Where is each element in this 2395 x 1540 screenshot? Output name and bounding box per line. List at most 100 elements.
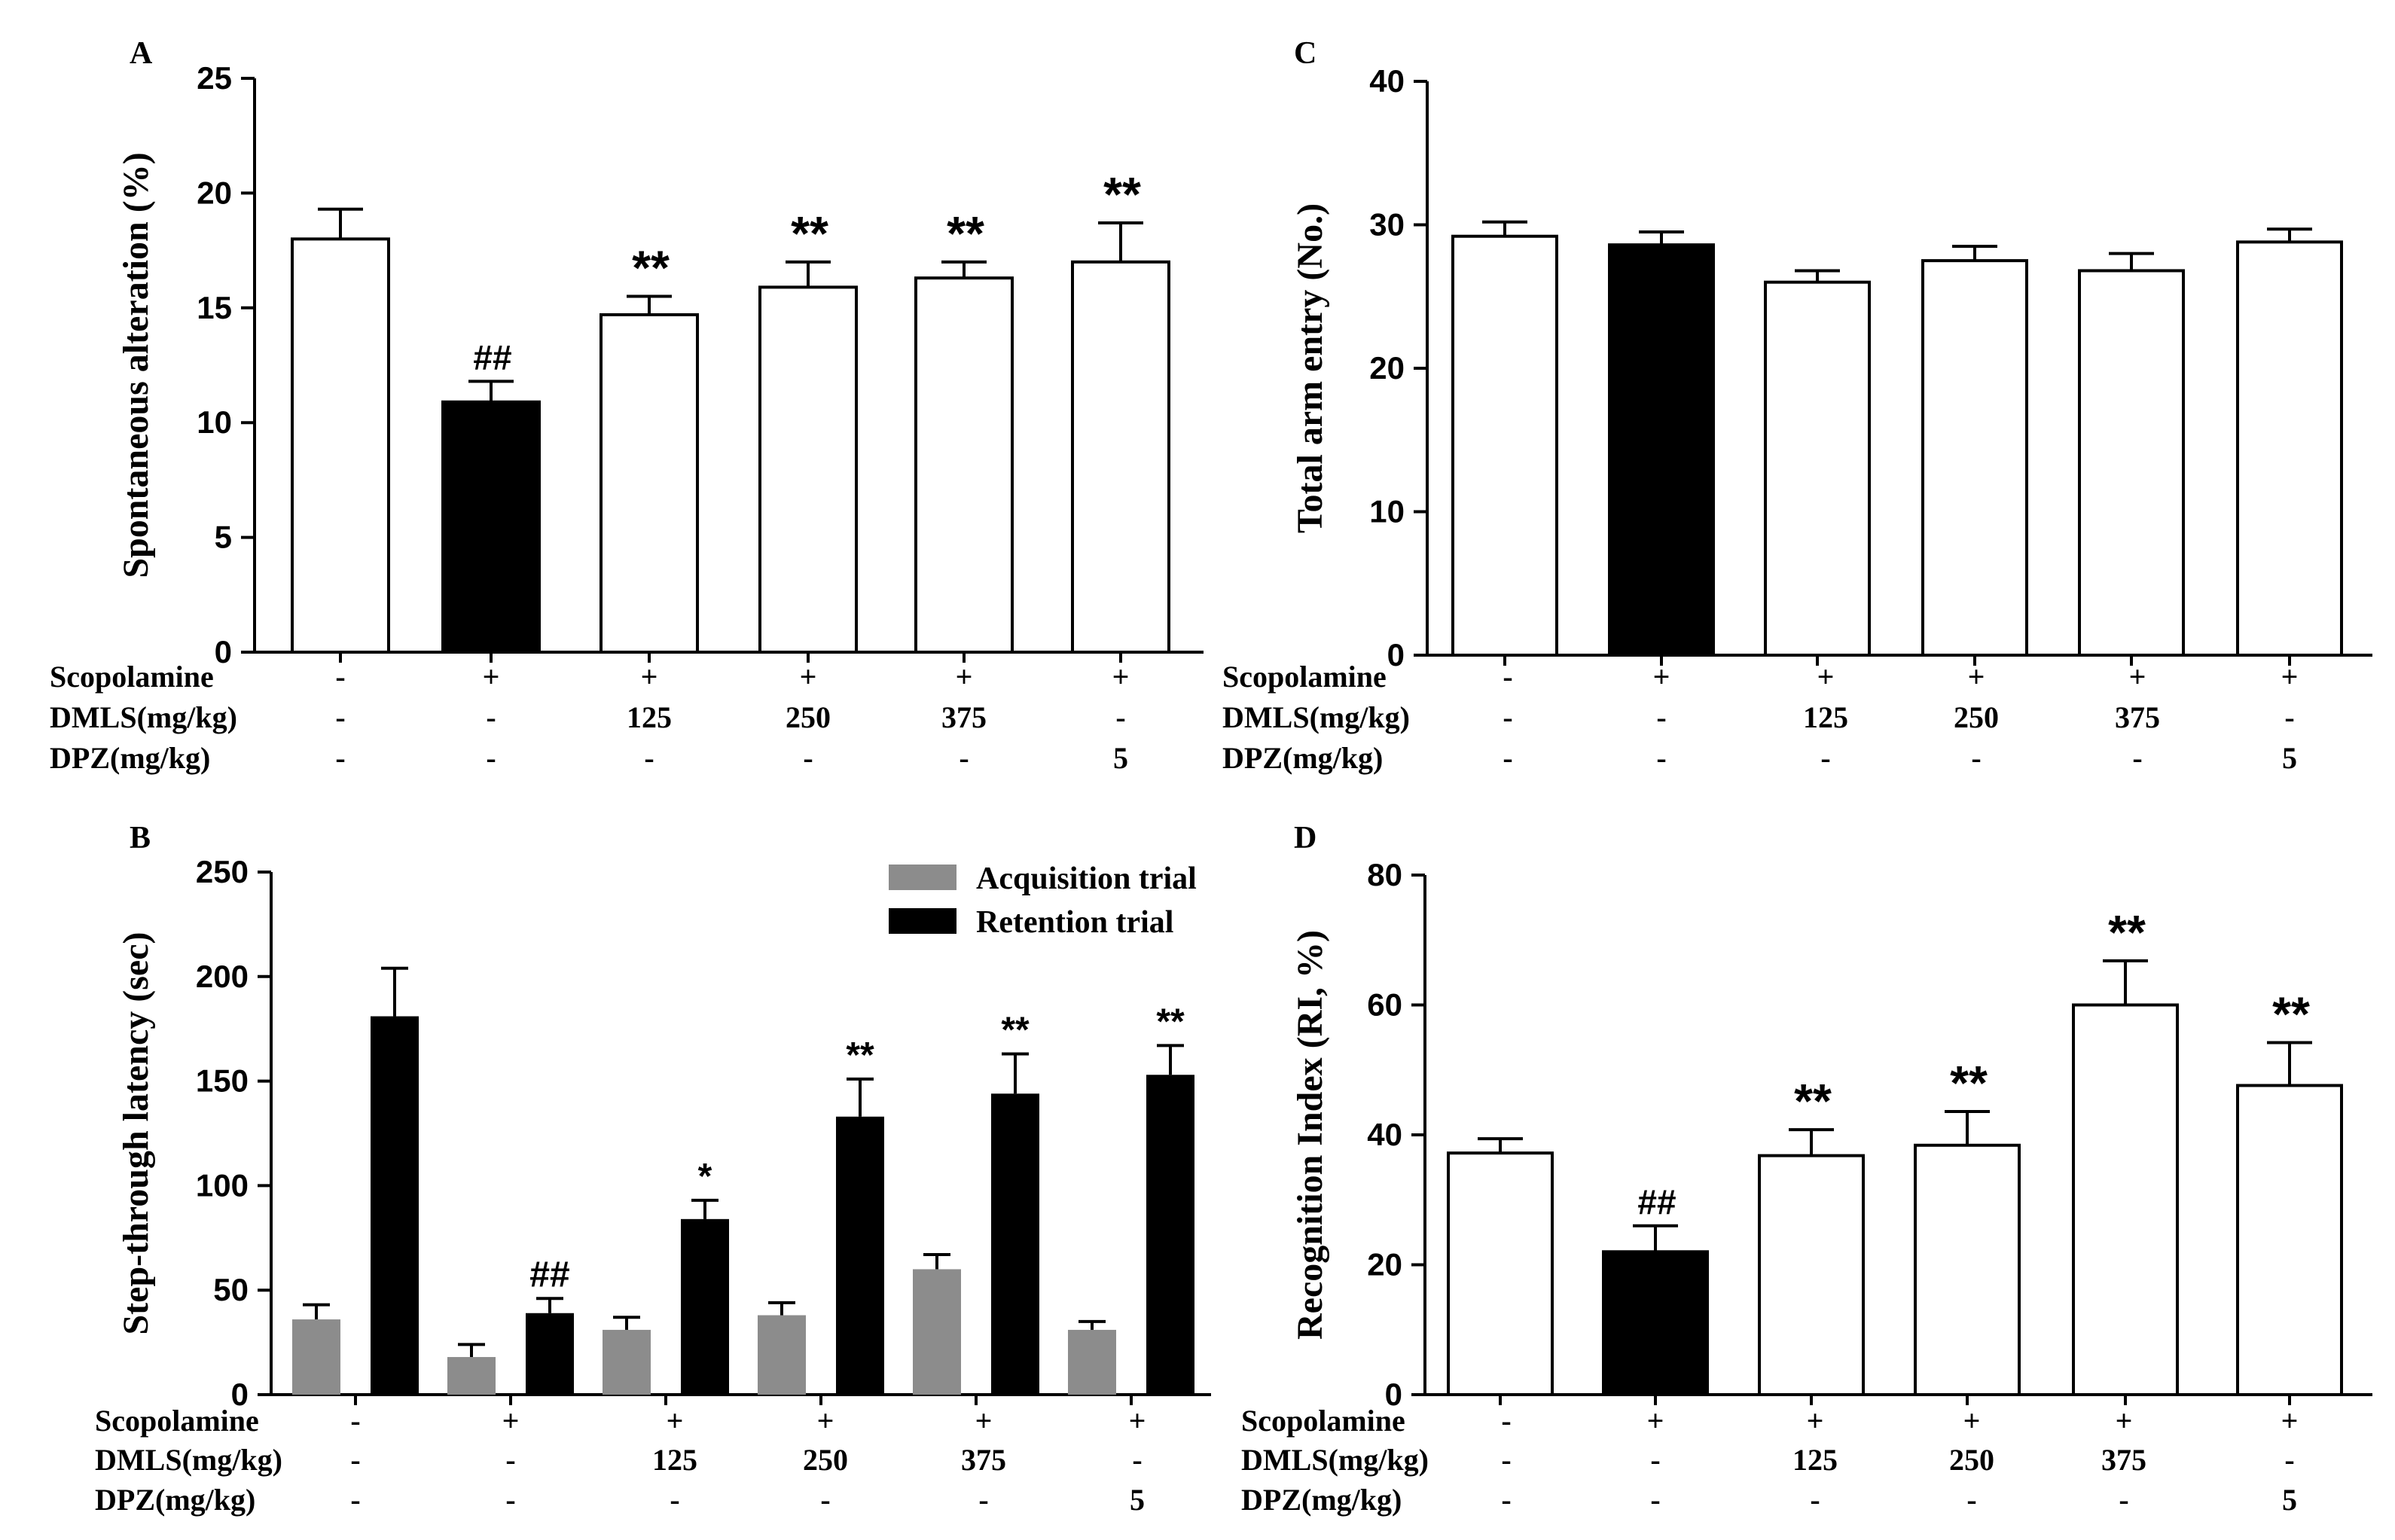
bar-retention: [991, 1093, 1039, 1395]
treatment-value: -: [505, 1443, 515, 1477]
significance-annotation: **: [2272, 987, 2310, 1041]
bar: [2078, 269, 2185, 657]
bar: [1914, 1143, 2021, 1397]
y-tick-label: 0: [231, 1377, 249, 1412]
y-tick-label: 10: [1369, 494, 1405, 529]
treatment-value: +: [483, 660, 500, 694]
treatment-value: -: [2284, 700, 2294, 734]
bar-acquisition: [913, 1269, 961, 1395]
bar: [1602, 1250, 1709, 1396]
treatment-value: 250: [1949, 1443, 1994, 1477]
treatment-value: -: [978, 1483, 988, 1517]
y-axis-title: Recognition Index (RI, %): [1290, 930, 1330, 1340]
treatment-row-label: DMLS(mg/kg): [50, 700, 237, 734]
treatment-value: +: [1653, 660, 1670, 694]
significance-annotation: **: [1950, 1056, 1988, 1110]
treatment-value: +: [956, 660, 973, 694]
treatment-value: +: [641, 660, 658, 694]
y-tick-label: 15: [197, 290, 232, 325]
treatment-value: -: [1650, 1483, 1660, 1517]
treatment-value: 375: [961, 1443, 1006, 1477]
y-tick-label: 20: [197, 175, 232, 210]
treatment-value: -: [350, 1443, 360, 1477]
treatment-value: -: [335, 741, 345, 775]
significance-annotation: **: [846, 1035, 874, 1075]
treatment-value: -: [670, 1483, 679, 1517]
panel-b: B Step-through latency (sec) 0 50 100 150 200 2…: [95, 821, 1211, 1517]
treatment-value: -: [1501, 1443, 1511, 1477]
treatment-row-label: Scopolamine: [1222, 660, 1387, 694]
treatment-value: +: [817, 1404, 834, 1438]
treatment-value: +: [2281, 1404, 2299, 1438]
y-tick-label: 40: [1367, 1117, 1402, 1152]
significance-annotation: **: [1103, 167, 1141, 221]
y-tick-label: 5: [215, 520, 232, 555]
treatment-value: -: [1971, 741, 1981, 775]
panel-letter: B: [130, 821, 151, 855]
treatment-row-label: DPZ(mg/kg): [95, 1483, 255, 1517]
bar-acquisition: [292, 1319, 340, 1395]
treatment-row-label: DMLS(mg/kg): [95, 1443, 282, 1477]
y-tick-label: 60: [1367, 987, 1402, 1023]
bar: [1447, 1151, 1554, 1397]
treatment-row-label: DPZ(mg/kg): [1222, 741, 1383, 775]
treatment-value: 375: [2115, 700, 2160, 734]
bar-retention: [681, 1218, 729, 1395]
bar-retention: [836, 1116, 884, 1395]
hash-annotation: ##: [529, 1255, 569, 1295]
treatment-value: -: [335, 660, 345, 694]
y-tick-label: 80: [1367, 857, 1402, 892]
treatment-value: -: [1132, 1443, 1142, 1477]
treatment-row-label: DMLS(mg/kg): [1241, 1443, 1429, 1477]
treatment-value: -: [959, 741, 969, 775]
y-tick-label: 40: [1369, 63, 1405, 99]
bar-acquisition: [447, 1357, 496, 1395]
treatment-value: 5: [2282, 1483, 2297, 1517]
treatment-value: -: [1656, 700, 1666, 734]
y-tick-label: 20: [1369, 350, 1405, 386]
treatment-value: -: [486, 700, 496, 734]
y-tick-label: 0: [215, 634, 232, 669]
treatment-value: +: [2129, 660, 2146, 694]
bar: [441, 400, 541, 654]
y-axis-title: Total arm entry (No.): [1290, 203, 1330, 533]
significance-annotation: **: [1001, 1011, 1030, 1051]
treatment-value: -: [803, 741, 813, 775]
y-axis-title: Spontaneous alteration (%): [116, 152, 156, 578]
y-axis-title: Step-through latency (sec): [116, 932, 156, 1334]
treatment-row-label: DPZ(mg/kg): [50, 741, 210, 775]
panel-letter: C: [1294, 36, 1316, 71]
hash-annotation: ##: [473, 337, 511, 377]
bar: [1758, 1154, 1865, 1396]
treatment-value: 125: [652, 1443, 697, 1477]
y-tick-label: 10: [197, 404, 232, 440]
treatment-value: +: [2281, 660, 2299, 694]
treatment-value: +: [667, 1404, 684, 1438]
treatment-value: -: [1501, 1483, 1511, 1517]
treatment-value: 125: [627, 700, 672, 734]
treatment-row-label: DPZ(mg/kg): [1241, 1483, 1402, 1517]
bar: [1921, 259, 2028, 657]
bar: [1451, 234, 1558, 657]
treatment-value: -: [1966, 1483, 1976, 1517]
bar-retention: [526, 1313, 574, 1395]
treatment-value: -: [335, 700, 345, 734]
treatment-value: -: [1656, 741, 1666, 775]
y-tick-label: 150: [196, 1063, 249, 1099]
treatment-value: -: [486, 741, 496, 775]
treatment-value: 375: [941, 700, 987, 734]
y-tick-label: 30: [1369, 207, 1405, 242]
bar: [2236, 240, 2343, 657]
treatment-value: -: [644, 741, 654, 775]
legend-swatch: [889, 865, 956, 890]
y-tick-label: 100: [196, 1167, 249, 1203]
bar: [2236, 1084, 2343, 1396]
significance-annotation: **: [947, 206, 984, 261]
treatment-value: +: [1968, 660, 1985, 694]
significance-annotation: *: [698, 1157, 712, 1197]
bar: [1608, 243, 1715, 657]
legend-label: Acquisition trial: [976, 861, 1197, 896]
significance-annotation: **: [632, 241, 670, 295]
